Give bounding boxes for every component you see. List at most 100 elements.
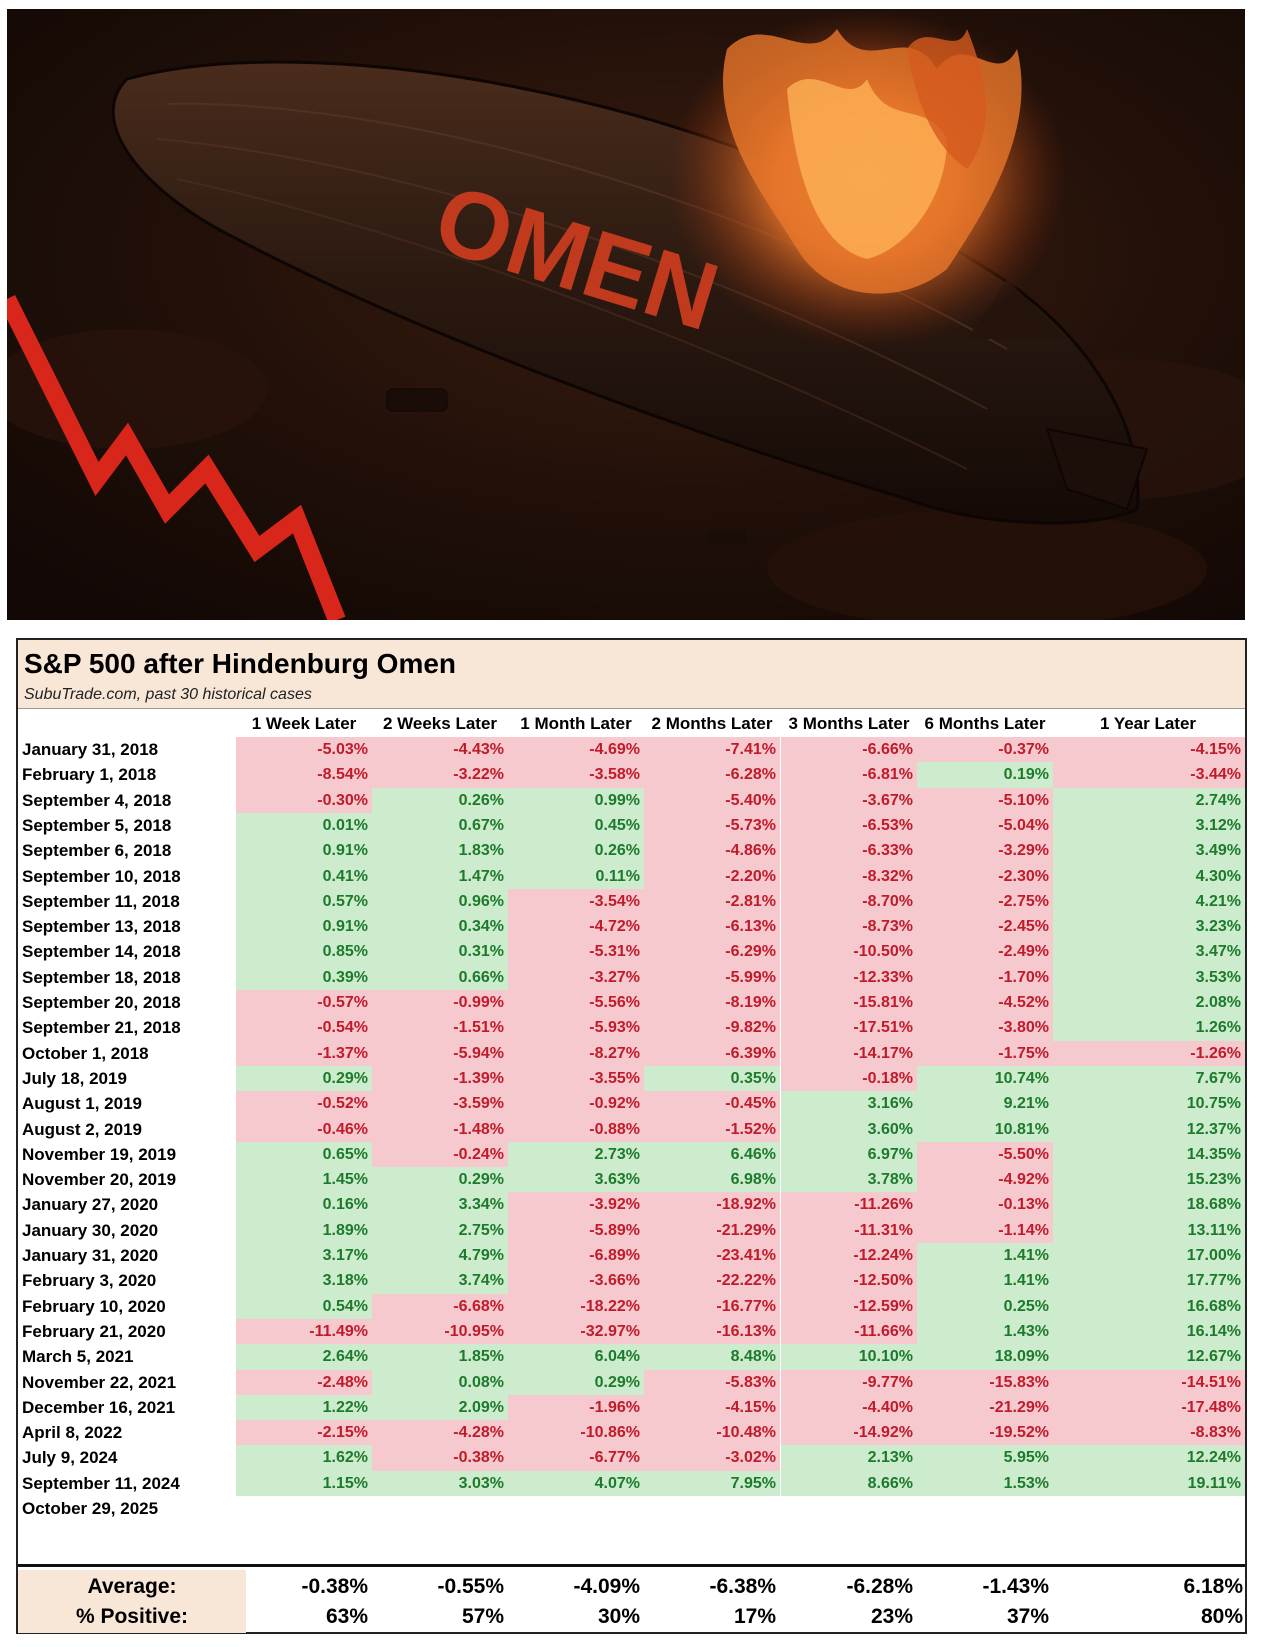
positive-label: % Positive: bbox=[18, 1600, 246, 1633]
table-cell: -0.45% bbox=[644, 1091, 780, 1117]
table-cell: -1.52% bbox=[644, 1116, 780, 1143]
positive-value: 57% bbox=[461, 1605, 504, 1628]
row-date: August 2, 2019 bbox=[22, 1119, 142, 1139]
table-cell: -5.04% bbox=[917, 812, 1053, 839]
table-cell: -2.15% bbox=[236, 1420, 372, 1446]
table-title: S&P 500 after Hindenburg Omen bbox=[24, 648, 457, 679]
table-cell: 0.19% bbox=[917, 762, 1053, 789]
table-cell: 3.34% bbox=[372, 1192, 508, 1219]
table-cell: -14.92% bbox=[781, 1420, 917, 1446]
table-cell: 16.68% bbox=[1053, 1293, 1245, 1320]
table-cell: -6.81% bbox=[781, 762, 917, 789]
table-cell: 0.31% bbox=[372, 939, 508, 966]
table-cell: -21.29% bbox=[644, 1217, 780, 1244]
falling-arrow bbox=[7, 294, 346, 620]
table-cell: 3.49% bbox=[1053, 838, 1245, 864]
table-cell: 2.09% bbox=[372, 1394, 508, 1421]
column-header: 1 Month Later bbox=[520, 714, 632, 733]
row-date: April 8, 2022 bbox=[22, 1423, 123, 1443]
table-cell: 18.09% bbox=[917, 1344, 1053, 1370]
table-cell: -2.49% bbox=[917, 939, 1053, 966]
table-cell: -2.45% bbox=[917, 914, 1053, 940]
average-value: -0.38% bbox=[301, 1575, 368, 1598]
row-date: October 1, 2018 bbox=[22, 1043, 149, 1063]
table-cell: 1.26% bbox=[1053, 1015, 1245, 1042]
table-cell: 19.11% bbox=[1053, 1470, 1245, 1497]
table-cell: 8.66% bbox=[781, 1470, 917, 1497]
table-cell: 3.60% bbox=[781, 1116, 917, 1143]
table-cell: -1.37% bbox=[236, 1040, 372, 1067]
table-cell: -6.77% bbox=[508, 1445, 644, 1472]
table-cell: -14.51% bbox=[1053, 1369, 1245, 1396]
row-date: September 11, 2024 bbox=[22, 1473, 180, 1493]
table-cell: 1.83% bbox=[372, 838, 508, 864]
table-cell: -4.52% bbox=[917, 990, 1053, 1016]
table-cell: 0.29% bbox=[372, 1167, 508, 1193]
row-date: December 16, 2021 bbox=[22, 1397, 176, 1417]
table-cell: 0.39% bbox=[236, 964, 372, 991]
table-cell: -2.20% bbox=[644, 863, 780, 890]
table-cell: 8.48% bbox=[644, 1344, 780, 1370]
table-cell: -32.97% bbox=[508, 1318, 644, 1345]
table-cell: 18.68% bbox=[1053, 1192, 1245, 1219]
row-date: January 30, 2020 bbox=[22, 1220, 159, 1240]
table-cell: 17.77% bbox=[1053, 1268, 1245, 1295]
table-cell: -4.72% bbox=[508, 914, 644, 940]
table-cell: 3.74% bbox=[372, 1268, 508, 1295]
average-value: -6.38% bbox=[709, 1575, 776, 1598]
row-date: October 29, 2025 bbox=[22, 1499, 159, 1518]
table-cell: -8.32% bbox=[781, 863, 917, 890]
table-cell: -2.75% bbox=[917, 888, 1053, 915]
row-date: January 31, 2018 bbox=[22, 740, 159, 759]
table-cell: -3.22% bbox=[372, 762, 508, 789]
row-date: September 10, 2018 bbox=[22, 866, 181, 886]
table-cell: -0.18% bbox=[781, 1065, 917, 1092]
row-date: September 6, 2018 bbox=[22, 841, 172, 861]
table-cell: 3.78% bbox=[781, 1167, 917, 1193]
table-cell: -0.37% bbox=[917, 737, 1053, 763]
table-cell: 0.08% bbox=[372, 1369, 508, 1396]
average-value: -0.55% bbox=[437, 1575, 504, 1598]
table-cell: -1.51% bbox=[372, 1015, 508, 1042]
table-cell: -17.51% bbox=[781, 1015, 917, 1042]
table-cell: 7.67% bbox=[1053, 1065, 1245, 1092]
hindenburg-omen-illustration: OMEN bbox=[7, 9, 1245, 620]
table-cell: -4.92% bbox=[917, 1167, 1053, 1193]
table-cell: 4.07% bbox=[508, 1470, 644, 1497]
table-cell: 0.99% bbox=[508, 787, 644, 814]
table-cell: -5.93% bbox=[508, 1015, 644, 1042]
table-cell: 1.47% bbox=[372, 863, 508, 890]
table-cell: -11.26% bbox=[781, 1192, 917, 1219]
positive-value: 37% bbox=[1006, 1605, 1049, 1628]
table-cell: -3.67% bbox=[781, 787, 917, 814]
table-cell: 2.74% bbox=[1053, 787, 1245, 814]
table-cell: -4.86% bbox=[644, 838, 780, 864]
table-cell: -3.80% bbox=[917, 1015, 1053, 1042]
table-cell: -2.30% bbox=[917, 863, 1053, 890]
table-cell: 1.85% bbox=[372, 1344, 508, 1370]
average-label: Average: bbox=[18, 1570, 246, 1603]
table-cell: 6.04% bbox=[508, 1344, 644, 1370]
table-cell: 1.89% bbox=[236, 1217, 372, 1244]
table-cell: -8.54% bbox=[236, 762, 372, 789]
table-cell: -3.27% bbox=[508, 964, 644, 991]
table-cell: -3.92% bbox=[508, 1192, 644, 1219]
table-cell: -5.50% bbox=[917, 1141, 1053, 1168]
table-cell: 15.23% bbox=[1053, 1167, 1245, 1193]
table-cell: 10.74% bbox=[917, 1065, 1053, 1092]
table-cell: -6.39% bbox=[644, 1040, 780, 1067]
table-cell: -10.95% bbox=[372, 1318, 508, 1345]
table-cell: 0.35% bbox=[644, 1065, 780, 1092]
table-cell: 1.43% bbox=[917, 1318, 1053, 1345]
table-cell: -5.83% bbox=[644, 1369, 780, 1396]
row-date: July 18, 2019 bbox=[22, 1068, 127, 1088]
table-cell: 0.11% bbox=[508, 863, 644, 890]
table-cell: 3.17% bbox=[236, 1243, 372, 1269]
row-date: January 27, 2020 bbox=[22, 1195, 159, 1215]
table-cell: 2.73% bbox=[508, 1141, 644, 1168]
table-cell: -0.38% bbox=[372, 1445, 508, 1472]
column-header: 1 Year Later bbox=[1099, 714, 1197, 733]
table-cell: 0.29% bbox=[236, 1065, 372, 1092]
row-date: September 11, 2018 bbox=[22, 891, 180, 911]
table-cell: 1.53% bbox=[917, 1470, 1053, 1497]
